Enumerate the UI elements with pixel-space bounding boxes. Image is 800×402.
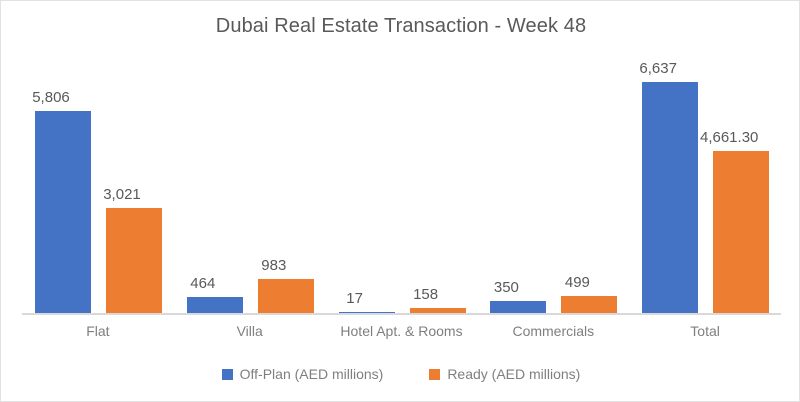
chart-legend: Off-Plan (AED millions) Ready (AED millio… bbox=[1, 366, 799, 382]
category-axis-labels: Flat Villa Hotel Apt. & Rooms Commercials To… bbox=[22, 323, 781, 347]
data-label-off-plan: 350 bbox=[493, 278, 519, 296]
legend-label: Off-Plan (AED millions) bbox=[239, 366, 384, 382]
data-label-ready: 158 bbox=[413, 285, 439, 303]
bar-ready-commercials[interactable] bbox=[561, 295, 618, 313]
bar-group: 17 158 bbox=[326, 49, 479, 313]
legend-item-ready[interactable]: Ready (AED millions) bbox=[429, 366, 580, 382]
data-label-ready: 983 bbox=[261, 256, 287, 274]
bar-off-plan-hotel-apt-rooms[interactable] bbox=[338, 312, 395, 313]
category-label-commercials: Commercials bbox=[512, 323, 595, 339]
data-label-off-plan: 5,806 bbox=[32, 89, 70, 107]
bar-ready-hotel-apt-rooms[interactable] bbox=[409, 307, 466, 313]
chart-title: Dubai Real Estate Transaction - Week 48 bbox=[215, 15, 587, 37]
bar-ready-villa[interactable] bbox=[257, 278, 314, 313]
bar-group: 464 983 bbox=[174, 49, 327, 313]
bar-off-plan-flat[interactable] bbox=[35, 111, 91, 313]
data-label-ready: 4,661.30 bbox=[699, 129, 759, 147]
square-swatch-blue-icon bbox=[221, 368, 233, 380]
legend-label: Ready (AED millions) bbox=[447, 366, 581, 382]
plot-area: 5,806 3,021 464 983 17 158 350 499 6,637 4,661.30 bbox=[22, 49, 781, 315]
category-label-villa: Villa bbox=[236, 323, 263, 339]
data-label-ready: 499 bbox=[564, 273, 590, 291]
data-label-off-plan: 6,637 bbox=[639, 60, 677, 78]
square-swatch-orange-icon bbox=[429, 368, 441, 380]
bar-off-plan-villa[interactable] bbox=[186, 296, 243, 313]
category-label-total: Total bbox=[690, 323, 720, 339]
bar-group: 5,806 3,021 bbox=[22, 49, 175, 313]
bar-group: 6,637 4,661.30 bbox=[629, 49, 782, 313]
data-label-ready: 3,021 bbox=[103, 186, 141, 204]
bar-off-plan-commercials[interactable] bbox=[490, 300, 547, 313]
bar-off-plan-total[interactable] bbox=[642, 82, 699, 313]
bar-group: 350 499 bbox=[477, 49, 630, 313]
category-label-hotel-apt-rooms: Hotel Apt. & Rooms bbox=[340, 323, 463, 339]
bar-ready-flat[interactable] bbox=[106, 208, 162, 313]
category-label-flat: Flat bbox=[86, 323, 110, 339]
data-label-off-plan: 17 bbox=[346, 290, 363, 308]
legend-item-off-plan[interactable]: Off-Plan (AED millions) bbox=[221, 366, 384, 382]
category-axis-line bbox=[22, 313, 781, 315]
data-label-off-plan: 464 bbox=[190, 274, 216, 292]
bar-ready-total[interactable] bbox=[713, 151, 770, 313]
